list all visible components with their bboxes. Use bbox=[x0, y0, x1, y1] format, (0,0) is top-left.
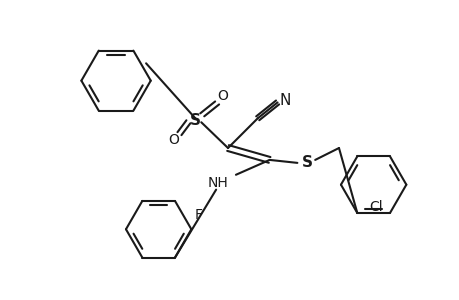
Text: Cl: Cl bbox=[368, 200, 381, 214]
Text: O: O bbox=[217, 89, 228, 103]
Text: S: S bbox=[301, 155, 312, 170]
Text: O: O bbox=[168, 133, 179, 147]
Text: F: F bbox=[195, 208, 202, 222]
Text: NH: NH bbox=[207, 176, 228, 190]
Text: N: N bbox=[279, 93, 291, 108]
Text: S: S bbox=[190, 113, 201, 128]
